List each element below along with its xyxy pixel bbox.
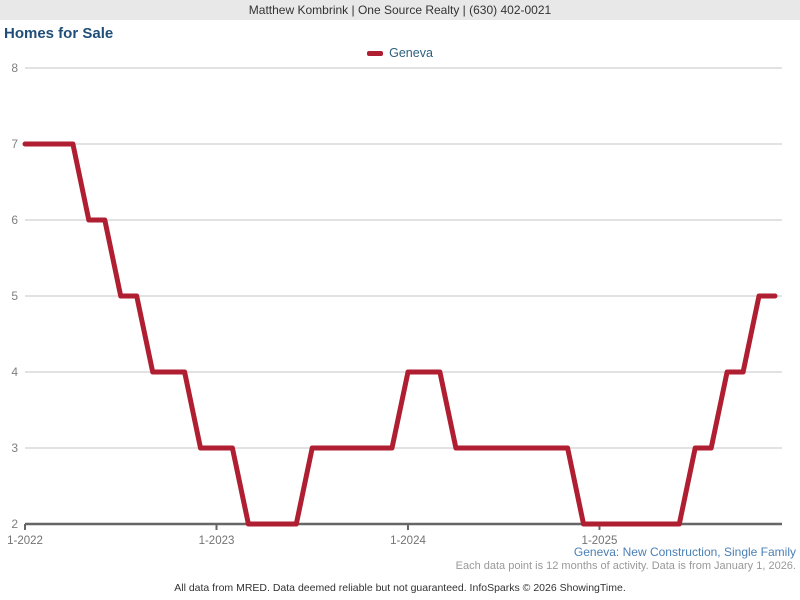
legend-item-geneva[interactable]: Geneva <box>367 46 433 60</box>
y-axis-labels: 2 3 4 5 6 7 8 <box>11 61 18 531</box>
svg-text:1-2024: 1-2024 <box>390 535 426 545</box>
page-title: Homes for Sale <box>4 25 114 42</box>
legend: Geneva <box>0 46 800 60</box>
svg-text:3: 3 <box>11 441 18 455</box>
svg-text:1-2025: 1-2025 <box>582 535 618 545</box>
svg-text:7: 7 <box>11 137 18 151</box>
line-chart: 2 3 4 5 6 7 8 1-2022 1-2023 1-2024 1-2025 <box>7 61 782 545</box>
series-line-geneva <box>22 141 778 527</box>
agent-info-text: Matthew Kombrink | One Source Realty | (… <box>248 3 552 17</box>
attribution-text: All data from MRED. Data deemed reliable… <box>174 582 626 594</box>
legend-label-geneva: Geneva <box>389 46 433 60</box>
svg-text:5: 5 <box>11 289 18 303</box>
data-period-note: Each data point is 12 months of activity… <box>455 560 796 572</box>
svg-text:1-2022: 1-2022 <box>7 535 43 545</box>
x-axis-tick-labels: 1-2022 1-2023 1-2024 1-2025 <box>7 535 617 545</box>
svg-text:4: 4 <box>11 365 18 379</box>
series-description: Geneva: New Construction, Single Family <box>573 545 796 559</box>
svg-text:8: 8 <box>11 61 18 75</box>
legend-swatch-geneva <box>367 50 384 56</box>
svg-text:1-2023: 1-2023 <box>199 535 235 545</box>
agent-header-bar: Matthew Kombrink | One Source Realty | (… <box>0 0 800 20</box>
svg-text:2: 2 <box>11 517 18 531</box>
svg-text:6: 6 <box>11 213 18 227</box>
series-lines <box>22 141 778 527</box>
